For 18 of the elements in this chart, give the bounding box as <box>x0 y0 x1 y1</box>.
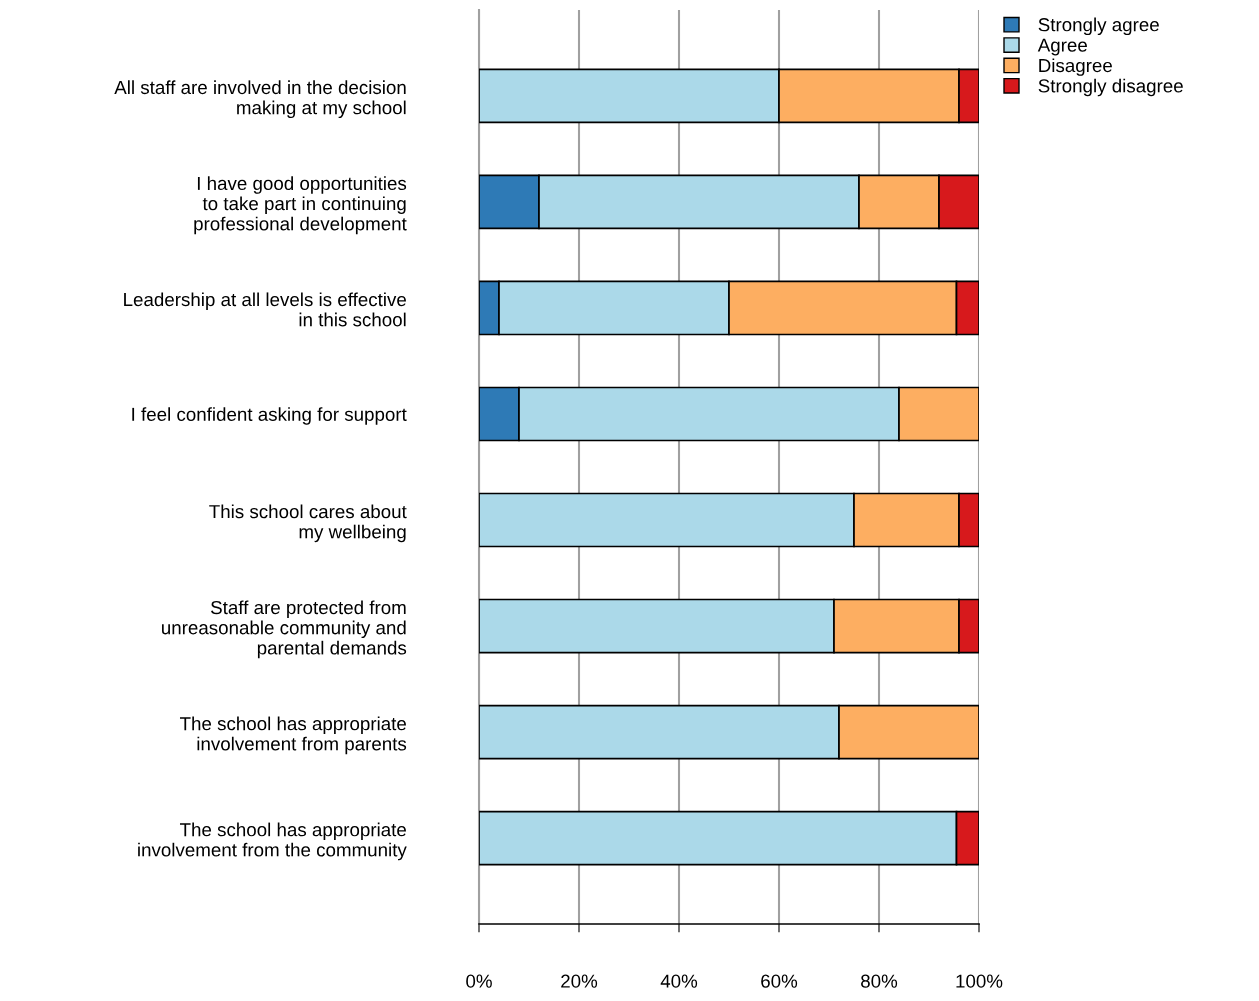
y-tick-label: The school has appropriate involvement from the community <box>138 822 407 861</box>
y-tick-label: Staff are protected from unreasonable community and parental demands <box>162 600 407 659</box>
legend-label: Agree <box>1037 38 1087 56</box>
y-tick-label: All staff are involved in the decision making at my school <box>114 80 406 119</box>
y-tick-label: The school has appropriate involvement from parents <box>179 716 407 755</box>
x-tick-label: 0% <box>466 974 492 988</box>
x-tick-label: 80% <box>861 974 898 988</box>
y-tick-label: I have good opportunities to take part in continuing professional development <box>194 176 407 235</box>
y-tick-label: I feel confident asking for support <box>132 407 407 425</box>
legend-label: Disagree <box>1039 58 1112 76</box>
legend-label: Strongly agree <box>1038 17 1159 36</box>
y-tick-label: This school cares about my wellbeing <box>209 504 407 543</box>
x-tick-label: 40% <box>660 974 698 988</box>
y-tick-label: Leadership at all levels is effective in this school <box>124 292 406 327</box>
x-tick-label: 100% <box>956 974 1003 988</box>
legend-label: Strongly disagree <box>1038 78 1183 97</box>
x-tick-label: 60% <box>761 974 798 988</box>
x-tick-label: 20% <box>561 974 598 988</box>
